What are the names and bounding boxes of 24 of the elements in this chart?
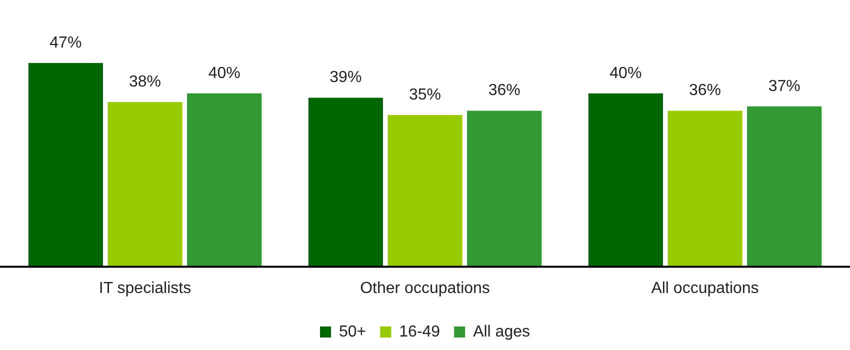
bar bbox=[187, 93, 262, 267]
data-label: 38% bbox=[128, 73, 162, 90]
data-label: 35% bbox=[408, 86, 442, 104]
data-label: 40% bbox=[610, 64, 642, 82]
x-tick-label: Other occupations bbox=[360, 280, 490, 297]
bar bbox=[588, 93, 663, 267]
data-label: 39% bbox=[330, 69, 362, 86]
bar bbox=[108, 102, 182, 267]
bar bbox=[388, 115, 462, 267]
data-label: 40% bbox=[208, 64, 240, 82]
legend-label: 16-49 bbox=[399, 323, 440, 340]
legend-label: All ages bbox=[473, 323, 530, 340]
data-label: 36% bbox=[488, 82, 520, 100]
x-tick-label: All occupations bbox=[651, 280, 759, 297]
bar bbox=[747, 106, 822, 267]
bar bbox=[668, 110, 742, 267]
data-label: 36% bbox=[688, 82, 722, 100]
bar bbox=[308, 98, 383, 267]
legend-label: 50+ bbox=[339, 323, 366, 340]
bar bbox=[28, 63, 103, 267]
data-label: 47% bbox=[50, 34, 82, 52]
bar bbox=[467, 110, 542, 267]
data-label: 37% bbox=[768, 78, 800, 95]
x-tick-label: IT specialists bbox=[98, 280, 192, 297]
